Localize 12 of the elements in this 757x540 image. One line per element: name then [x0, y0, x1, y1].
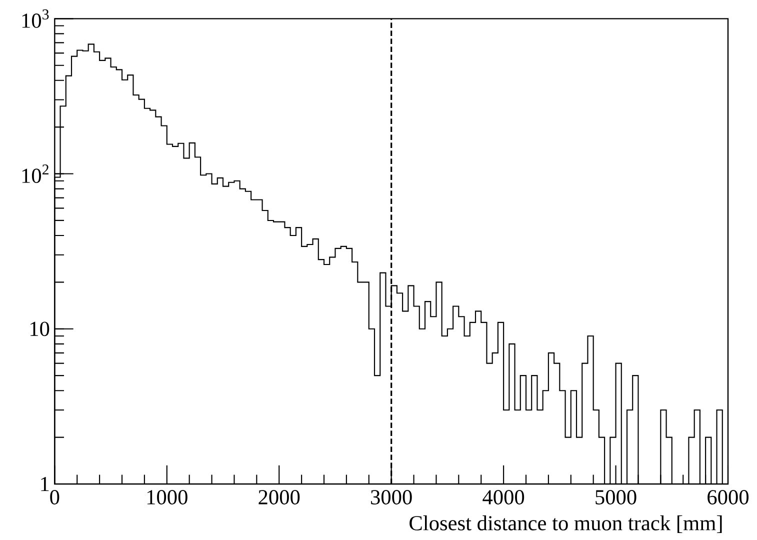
x-tick-label: 2000 — [258, 490, 300, 504]
y-tick-label: 10$^{3}$ — [22, 9, 49, 28]
y-tick-label: 10 — [30, 322, 50, 336]
x-tick-label: 5000 — [596, 490, 636, 504]
x-axis-title: Closest distance to muon track [mm] — [410, 515, 722, 534]
x-tick-label: 4000 — [482, 490, 524, 504]
y-tick-label: 10$^{2}$ — [22, 164, 48, 184]
x-tick-label: 0 — [50, 490, 60, 504]
y-tick-label: 1 — [41, 476, 49, 492]
x-tick-label: 6000 — [708, 490, 749, 504]
x-tick-label: 1000 — [147, 490, 188, 504]
x-tick-label: 3000 — [371, 490, 412, 504]
